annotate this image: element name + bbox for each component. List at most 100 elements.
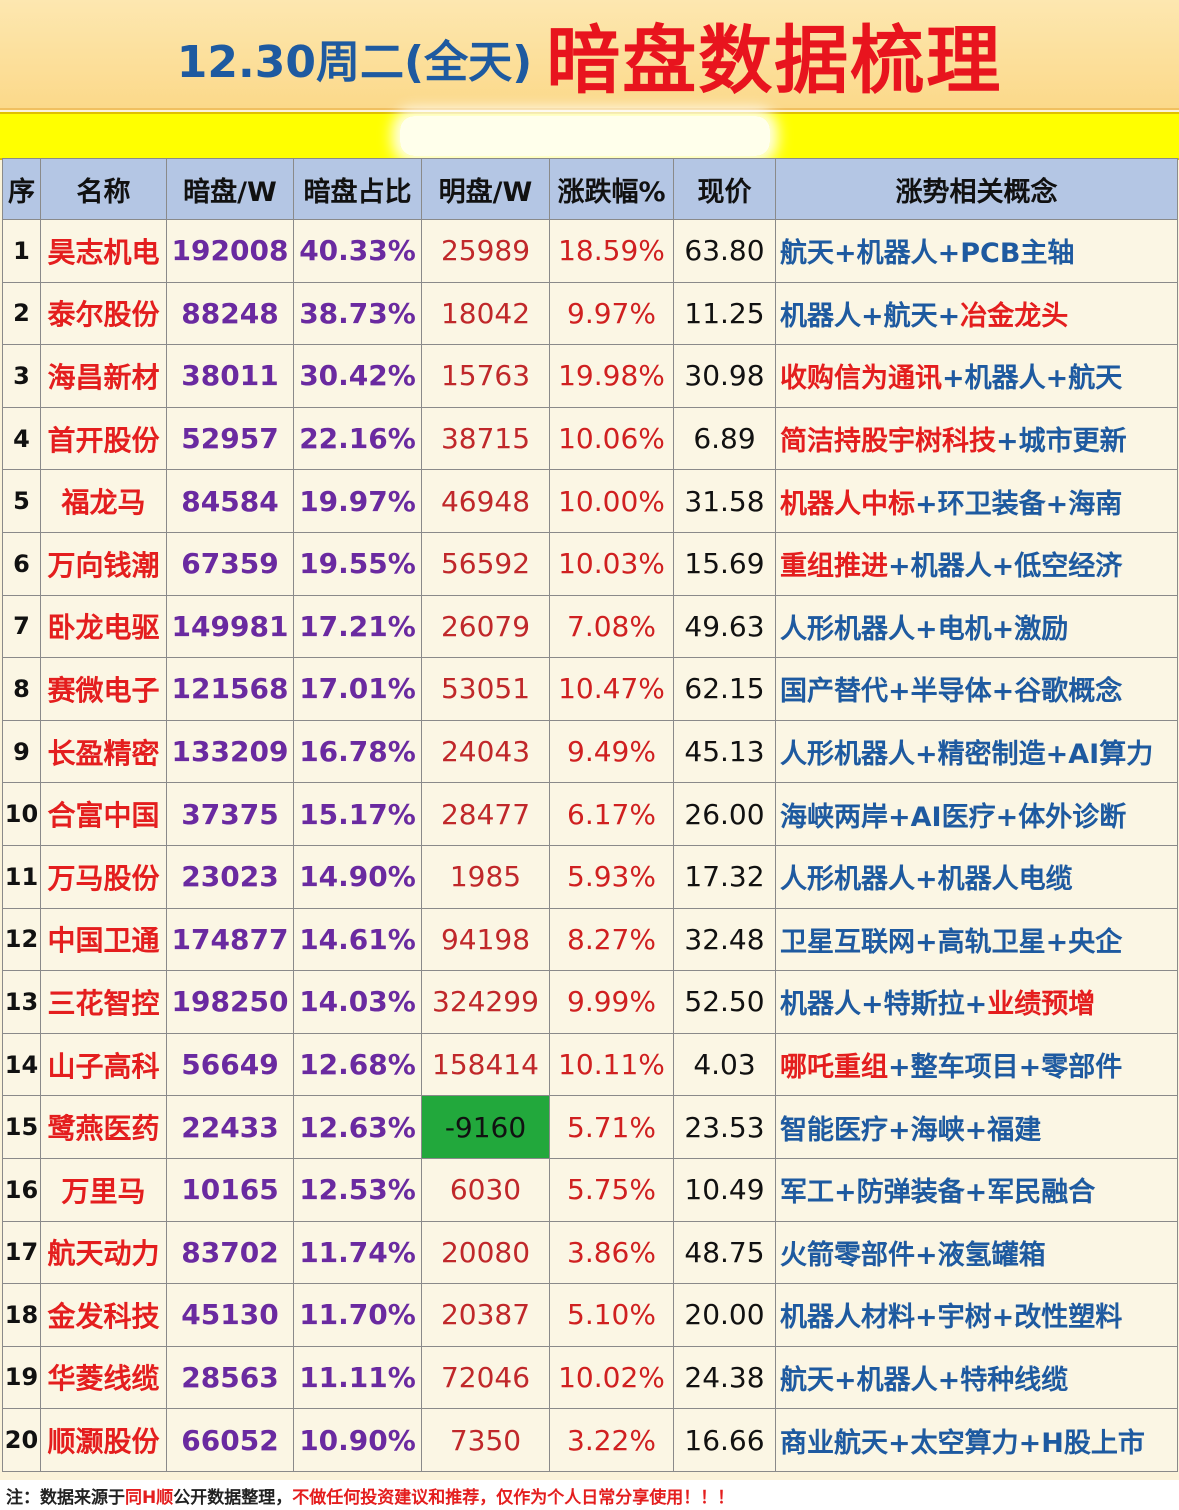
footer-text: 公开数据整理，: [173, 1487, 293, 1508]
dark-amount: 56649: [166, 1032, 294, 1097]
concept-tag: 高轨卫星: [937, 926, 1046, 958]
current-price: 45.13: [673, 719, 776, 784]
concept-tag: 机器人材料: [780, 1302, 915, 1334]
change-percent: 3.22%: [549, 1408, 674, 1472]
stock-name: 福龙马: [40, 469, 167, 533]
concept-separator: +: [915, 864, 938, 896]
table-row: 19 华菱线缆 28563 11.11% 72046 10.02% 24.38 航天+机器人+…: [2, 1345, 1178, 1410]
concept-tag: 低空经济: [1014, 551, 1123, 583]
table-row: 10 合富中国 37375 15.17% 28477 6.17% 26.00 海峡两岸+AI医…: [2, 782, 1178, 846]
concept-separator: +: [937, 238, 961, 270]
light-amount: -9160: [421, 1095, 550, 1159]
dark-pool-table: 序 名称 暗盘/W 暗盘占比 明盘/W 涨跌幅% 现价 涨势相关概念 1 昊志机电…: [2, 158, 1178, 1472]
row-index: 14: [2, 1032, 41, 1097]
table-row: 20 顺灏股份 66052 10.90% 7350 3.22% 16.66 商业航天+太空算力…: [2, 1408, 1178, 1472]
concept-tag: 半导体: [910, 676, 992, 708]
current-price: 23.53: [673, 1095, 776, 1159]
dark-amount: 23023: [166, 844, 294, 909]
current-price: 17.32: [673, 844, 776, 909]
concept-separator: +: [834, 1364, 857, 1396]
concept-cell: 人形机器人+电机+激励: [775, 594, 1178, 659]
stock-name: 山子高科: [40, 1032, 167, 1097]
light-amount: 26079: [421, 594, 550, 659]
concept-separator: +: [915, 613, 938, 645]
change-percent: 9.99%: [549, 970, 674, 1034]
concept-cell: 海峡两岸+AI医疗+体外诊断: [775, 782, 1178, 846]
light-amount: 25989: [421, 219, 550, 283]
current-price: 20.00: [673, 1283, 776, 1347]
light-amount: 158414: [421, 1032, 550, 1097]
dark-ratio: 22.16%: [293, 406, 422, 471]
row-index: 4: [2, 406, 41, 471]
stock-name: 卧龙电驱: [40, 594, 167, 659]
stock-name: 中国卫通: [40, 907, 167, 972]
table-row: 14 山子高科 56649 12.68% 158414 10.11% 4.03 哪吒重组+整车…: [2, 1032, 1178, 1097]
stock-name: 海昌新材: [40, 344, 167, 408]
table-row: 16 万里马 10165 12.53% 6030 5.75% 10.49 军工+防弹装备+军民…: [2, 1157, 1178, 1222]
concept-separator: +: [937, 300, 961, 332]
stock-name: 华菱线缆: [40, 1345, 167, 1410]
blurred-watermark: [400, 116, 770, 156]
stock-name: 三花智控: [40, 970, 167, 1034]
dark-ratio: 30.42%: [293, 344, 422, 408]
concept-tag: 卫星互联网: [780, 926, 915, 958]
table-row: 15 鹭燕医药 22433 12.63% -9160 5.71% 23.53 智能医疗+海峡+…: [2, 1095, 1178, 1159]
table-body: 1 昊志机电 192008 40.33% 25989 18.59% 63.80 航天+机器人+…: [2, 219, 1178, 1472]
concept-separator: +: [996, 426, 1019, 458]
dark-amount: 198250: [166, 970, 294, 1034]
change-percent: 5.10%: [549, 1283, 674, 1347]
concept-cell: 机器人材料+宇树+改性塑料: [775, 1283, 1178, 1347]
concept-separator: +: [991, 1302, 1015, 1334]
table-row: 5 福龙马 84584 19.97% 46948 10.00% 31.58 机器人中标+环卫装…: [2, 469, 1178, 533]
concept-tag: 航天: [883, 300, 938, 332]
concept-tag: 军民融合: [987, 1177, 1096, 1209]
concept-tag: 改性塑料: [1014, 1302, 1123, 1334]
concept-separator: +: [915, 926, 938, 958]
stock-name: 万马股份: [40, 844, 167, 909]
concept-cell: 火箭零部件+液氢罐箱: [775, 1220, 1178, 1285]
table-row: 6 万向钱潮 67359 19.55% 56592 10.03% 15.69 重组推进+机器人…: [2, 531, 1178, 596]
light-amount: 28477: [421, 782, 550, 846]
header-light: 明盘/W: [421, 158, 550, 220]
change-percent: 10.03%: [549, 531, 674, 596]
change-percent: 10.00%: [549, 469, 674, 533]
row-index: 9: [2, 719, 41, 784]
concept-tag: 谷歌概念: [1014, 676, 1123, 708]
concept-separator: +: [915, 1239, 938, 1271]
concept-cell: 卫星互联网+高轨卫星+央企: [775, 907, 1178, 972]
concept-tag: 人形机器人: [780, 739, 915, 771]
dark-ratio: 16.78%: [293, 719, 422, 784]
light-amount: 56592: [421, 531, 550, 596]
light-amount: 46948: [421, 469, 550, 533]
table-row: 8 赛微电子 121568 17.01% 53051 10.47% 62.15 国产替代+半导…: [2, 657, 1178, 721]
concept-cell: 简洁持股宇树科技+城市更新: [775, 406, 1178, 471]
light-amount: 18042: [421, 281, 550, 346]
concept-tag: 人形机器人: [780, 864, 915, 896]
dark-ratio: 15.17%: [293, 782, 422, 846]
concept-tag: 冶金龙头: [960, 300, 1069, 332]
row-index: 15: [2, 1095, 41, 1159]
current-price: 48.75: [673, 1220, 776, 1285]
concept-tag: 航天: [780, 1364, 834, 1396]
dark-amount: 174877: [166, 907, 294, 972]
concept-tag: 机器人电缆: [937, 864, 1073, 896]
light-amount: 72046: [421, 1345, 550, 1410]
header-dark: 暗盘/W: [166, 158, 294, 220]
light-amount: 324299: [421, 970, 550, 1034]
row-index: 1: [2, 219, 41, 283]
concept-separator: +: [991, 676, 1015, 708]
title-main: 暗盘数据梳理: [546, 17, 1003, 104]
dark-amount: 38011: [166, 344, 294, 408]
dark-ratio: 17.21%: [293, 594, 422, 659]
change-percent: 6.17%: [549, 782, 674, 846]
concept-separator: +: [964, 989, 988, 1021]
dark-ratio: 14.03%: [293, 970, 422, 1034]
dark-ratio: 11.74%: [293, 1220, 422, 1285]
dark-ratio: 14.61%: [293, 907, 422, 972]
change-percent: 9.49%: [549, 719, 674, 784]
concept-tag: H股上市: [1041, 1427, 1145, 1459]
change-percent: 18.59%: [549, 219, 674, 283]
concept-separator: +: [915, 1302, 938, 1334]
concept-cell: 商业航天+太空算力+H股上市: [775, 1408, 1178, 1472]
concept-tag: 精密制造: [937, 739, 1046, 771]
